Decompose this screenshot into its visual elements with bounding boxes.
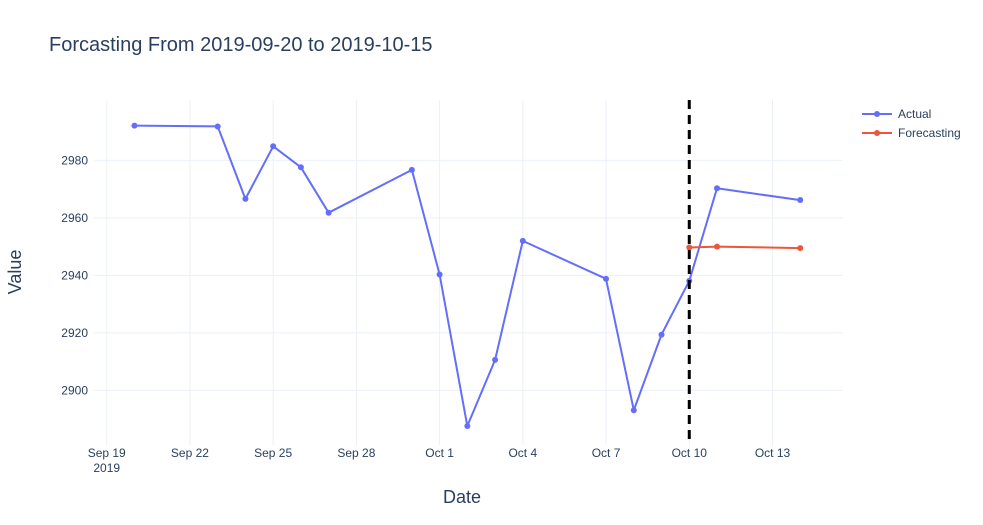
- data-point[interactable]: [297, 164, 304, 171]
- x-tick-label: Oct 1: [425, 446, 454, 460]
- data-point[interactable]: [436, 271, 443, 278]
- y-tick-label: 2900: [61, 383, 88, 397]
- data-point[interactable]: [131, 122, 138, 129]
- data-point[interactable]: [492, 356, 499, 363]
- x-tick-label: Sep 25: [254, 446, 292, 460]
- y-tick-label: 2940: [61, 268, 88, 282]
- series-line-forecasting: [689, 245, 801, 250]
- legend-swatch-marker: [874, 130, 880, 136]
- series-forecasting: [686, 243, 804, 252]
- y-tick-label: 2980: [61, 153, 88, 167]
- x-tick-label: Oct 4: [508, 446, 537, 460]
- data-point[interactable]: [519, 237, 526, 244]
- data-point[interactable]: [658, 331, 665, 338]
- x-tick-label: Oct 13: [755, 446, 791, 460]
- data-point[interactable]: [630, 407, 637, 414]
- y-tick-label: 2920: [61, 326, 88, 340]
- y-axis-ticks: 2900 2920 2940 2960 2980: [61, 153, 88, 397]
- y-tick-label: 2960: [61, 211, 88, 225]
- x-tick-label: Sep 22: [171, 446, 209, 460]
- x-tick-year-label: 2019: [93, 461, 120, 475]
- x-tick-label: Sep 28: [337, 446, 375, 460]
- data-point[interactable]: [214, 123, 221, 130]
- x-tick-label: Oct 7: [592, 446, 621, 460]
- legend[interactable]: Actual Forecasting: [862, 107, 961, 140]
- x-tick-label: Sep 19: [88, 446, 126, 460]
- data-point[interactable]: [242, 195, 249, 202]
- data-point[interactable]: [325, 209, 332, 216]
- series-actual: [131, 122, 804, 430]
- y-axis-title: Value: [5, 250, 25, 295]
- data-point[interactable]: [270, 143, 277, 150]
- data-point[interactable]: [714, 185, 721, 192]
- data-point[interactable]: [603, 275, 610, 282]
- data-point[interactable]: [714, 243, 721, 250]
- data-point[interactable]: [797, 197, 804, 204]
- chart-title: Forcasting From 2019-09-20 to 2019-10-15: [49, 34, 433, 56]
- x-tick-label: Oct 10: [672, 446, 708, 460]
- data-point[interactable]: [686, 244, 693, 251]
- series: [131, 122, 804, 430]
- data-point[interactable]: [408, 166, 415, 173]
- legend-label: Forecasting: [898, 126, 961, 140]
- data-point[interactable]: [797, 245, 804, 252]
- data-point[interactable]: [464, 423, 471, 430]
- legend-swatch-marker: [874, 111, 880, 117]
- legend-item-forecasting[interactable]: Forecasting: [862, 126, 961, 140]
- legend-label: Actual: [898, 107, 931, 121]
- legend-item-actual[interactable]: Actual: [862, 107, 931, 121]
- x-axis-title: Date: [443, 487, 481, 507]
